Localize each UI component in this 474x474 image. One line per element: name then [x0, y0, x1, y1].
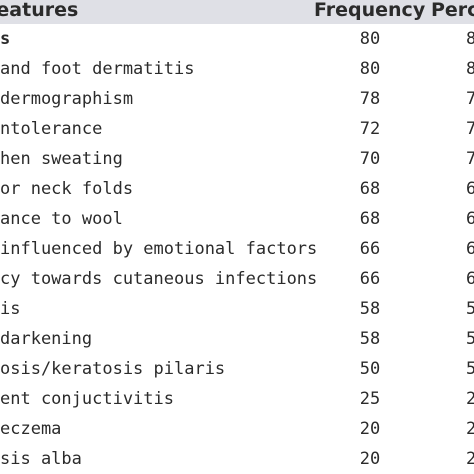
table-row: dermographism 78 7: [0, 84, 474, 114]
percent-cell: 8: [466, 59, 474, 79]
feature-cell: is: [0, 299, 21, 319]
percent-cell: 6: [466, 269, 474, 289]
table-row: osis/keratosis pilaris 50 5: [0, 354, 474, 384]
frequency-cell: 70: [359, 149, 381, 169]
table-row: ntolerance 72 7: [0, 114, 474, 144]
feature-cell: and foot dermatitis: [0, 59, 195, 79]
percent-cell: 7: [466, 89, 474, 109]
frequency-cell: 20: [359, 419, 381, 439]
feature-cell: eczema: [0, 419, 62, 439]
percent-cell: 6: [466, 239, 474, 259]
table-row: ance to wool 68 6: [0, 204, 474, 234]
percent-cell: 2: [466, 449, 474, 469]
frequency-cell: 58: [359, 329, 381, 349]
feature-cell: influenced by emotional factors: [0, 239, 318, 259]
table-row: and foot dermatitis 80 8: [0, 54, 474, 84]
frequency-cell: 58: [359, 299, 381, 319]
header-percent: Perce: [431, 0, 474, 21]
feature-cell: hen sweating: [0, 149, 123, 169]
feature-cell: ntolerance: [0, 119, 103, 139]
feature-cell: or neck folds: [0, 179, 134, 199]
percent-cell: 2: [466, 419, 474, 439]
percent-cell: 8: [466, 29, 474, 49]
feature-cell: osis/keratosis pilaris: [0, 359, 226, 379]
frequency-cell: 80: [359, 29, 381, 49]
table-row: ent conjuctivitis 25 2: [0, 384, 474, 414]
feature-cell: ent conjuctivitis: [0, 389, 174, 409]
percent-cell: 6: [466, 209, 474, 229]
percent-cell: 5: [466, 299, 474, 319]
percent-cell: 7: [466, 149, 474, 169]
percent-cell: 5: [466, 359, 474, 379]
feature-cell: cy towards cutaneous infections: [0, 269, 318, 289]
percent-cell: 7: [466, 119, 474, 139]
table-row: or neck folds 68 6: [0, 174, 474, 204]
frequency-cell: 25: [359, 389, 381, 409]
frequency-cell: 66: [359, 269, 381, 289]
table-row: hen sweating 70 7: [0, 144, 474, 174]
table-row: eczema 20 2: [0, 414, 474, 444]
table-row: influenced by emotional factors 66 6: [0, 234, 474, 264]
table-row: cy towards cutaneous infections 66 6: [0, 264, 474, 294]
feature-cell: s: [0, 29, 11, 49]
feature-cell: dermographism: [0, 89, 134, 109]
frequency-cell: 66: [359, 239, 381, 259]
frequency-cell: 68: [359, 179, 381, 199]
percent-cell: 5: [466, 329, 474, 349]
feature-cell: ance to wool: [0, 209, 123, 229]
table-row: darkening 58 5: [0, 324, 474, 354]
table-header: ating features Frequency Perce: [0, 0, 474, 24]
frequency-cell: 68: [359, 209, 381, 229]
percent-cell: 6: [466, 179, 474, 199]
header-features: ating features: [0, 0, 79, 21]
frequency-cell: 50: [359, 359, 381, 379]
frequency-cell: 80: [359, 59, 381, 79]
table-row: sis alba 20 2: [0, 444, 474, 474]
frequency-cell: 72: [359, 119, 381, 139]
table-row: is 58 5: [0, 294, 474, 324]
feature-cell: darkening: [0, 329, 93, 349]
header-frequency: Frequency: [314, 0, 426, 21]
percent-cell: 2: [466, 389, 474, 409]
frequency-cell: 78: [359, 89, 381, 109]
table-row: s 80 8: [0, 24, 474, 54]
feature-cell: sis alba: [0, 449, 82, 469]
frequency-cell: 20: [359, 449, 381, 469]
